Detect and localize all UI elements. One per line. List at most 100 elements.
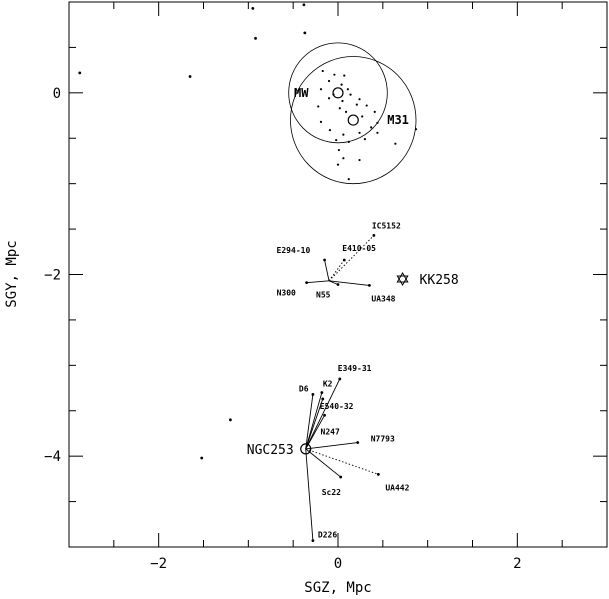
galaxy-d226-label: D226 [318,531,337,540]
galaxy-points [78,3,418,543]
x-axis-label: SGZ, Mpc [304,580,371,596]
y-tick-label: 0 [53,86,61,102]
field-galaxy-point [78,71,82,75]
link-ngc253-to-d6 [305,394,314,449]
local-group-galaxy-point [347,178,350,181]
local-group-galaxy-point [336,163,340,166]
y-tick-label: −4 [44,449,61,465]
local-group-galaxy-point [333,73,336,76]
galaxy-n300-label: N300 [277,289,296,298]
link-ngc253-to-n247 [305,415,325,450]
halo-m31-center-marker [347,114,359,126]
link-ngc253-to-d226 [305,448,314,541]
local-group-galaxy-point [327,79,331,83]
link-ngc253-to-n7793 [305,442,358,450]
link-kk258-to-ic5152 [328,235,375,282]
field-galaxy-point [302,3,306,7]
halo-mw-circle [288,42,388,144]
local-group-galaxy-point [319,120,323,123]
galaxy-e349-31-point [338,377,342,381]
group-links [305,235,379,541]
x-tick-label: 0 [334,556,342,572]
local-group-galaxy-point [344,110,348,114]
galaxy-d6-label: D6 [299,384,309,393]
link-kk258-to-n300 [306,280,330,284]
galaxy-k2-label: K2 [323,380,333,389]
group-kk258-star-marker [396,272,409,283]
local-group-galaxy-point [349,93,352,96]
local-group-galaxy-point [340,83,343,86]
link-ngc253-to-k2 [305,392,323,450]
link-ngc253-to-e540-32 [305,398,324,450]
field-galaxy-point [303,31,307,35]
field-galaxy-point [251,6,255,10]
group-kk258-star-marker-inverse [396,275,409,287]
galaxy-sc22-point [339,475,343,479]
local-group-galaxy-point [327,97,331,100]
local-group-galaxy-point [361,115,364,118]
local-group-galaxy-point [376,121,379,124]
field-galaxy-point [200,456,204,460]
local-group-galaxy-point [358,131,361,134]
axis-ticks: −2 0 2 −4 −2 0 [44,1,608,572]
local-group-galaxy-point [358,158,361,162]
galaxy-e540-32-point [321,397,325,401]
galaxy-n55-point [336,283,340,286]
link-kk258-to-e410-05 [328,259,345,282]
local-group-galaxy-point [373,110,376,114]
group-kk258-label: KK258 [420,273,459,288]
link-ngc253-to-ua442 [305,448,379,475]
group-ngc253-label: NGC253 [247,443,294,458]
local-group-galaxy-point [342,133,345,136]
local-group-galaxy-point [321,69,324,73]
galaxy-n55-label: N55 [316,290,331,299]
x-tick-label: −2 [150,556,167,572]
galaxy-k2-point [320,391,324,394]
galaxy-labels: MW M31 IC5152 E294-10 E410-05 N300 N55 UA348 KK2… [247,86,459,540]
galaxy-ic5152-label: IC5152 [372,221,401,230]
local-group-galaxy-point [414,128,418,131]
galaxy-e410-05-label: E410-05 [342,244,376,253]
halo-m31-circle [290,56,417,185]
link-ngc253-to-sc22 [305,448,341,478]
local-group-galaxy-point [338,107,341,110]
local-group-galaxy-point [337,148,340,152]
local-group-galaxy-point [346,88,349,91]
local-group-galaxy-point [370,126,373,129]
galaxy-ic5152-point [372,234,376,237]
y-tick-label: −2 [44,268,61,284]
local-group-galaxy-point [394,142,397,145]
galaxy-n300-point [305,281,309,285]
local-group-galaxy-point [335,138,338,142]
local-group-galaxy-point [343,74,346,77]
galaxy-d6-point [311,393,315,396]
halo-m31-label: M31 [387,113,409,127]
galaxy-e294-10-point [323,258,326,262]
local-group-galaxy-point [319,88,323,91]
local-group-galaxy-point [347,140,350,143]
galaxy-e540-32-label: E540-32 [320,402,354,411]
galaxy-e410-05-point [342,258,346,262]
link-ngc253-to-e349-31 [305,378,341,450]
galaxy-n7793-label: N7793 [371,435,395,444]
local-group-galaxy-point [365,104,368,107]
x-tick-label: 2 [513,556,521,572]
galaxy-ua442-label: UA442 [385,483,409,492]
local-group-galaxy-point [363,138,366,141]
plot-frame [68,1,608,548]
halo-mw-center-marker [332,87,344,99]
local-group-galaxy-point [341,99,344,103]
local-group-galaxy-point [328,128,332,132]
local-group-galaxy-point [355,103,358,106]
galaxy-ua348-label: UA348 [371,294,395,303]
local-group-galaxy-point [358,98,361,101]
galaxy-ua442-point [376,472,380,476]
link-kk258-to-ua348 [328,280,370,286]
local-group-galaxy-point [342,157,345,160]
halo-circles [288,42,417,185]
galaxy-ua348-point [367,284,371,287]
local-group-galaxy-point [376,131,379,134]
link-kk258-to-e294-10 [324,259,330,281]
group-ngc253-center-marker [300,443,312,455]
